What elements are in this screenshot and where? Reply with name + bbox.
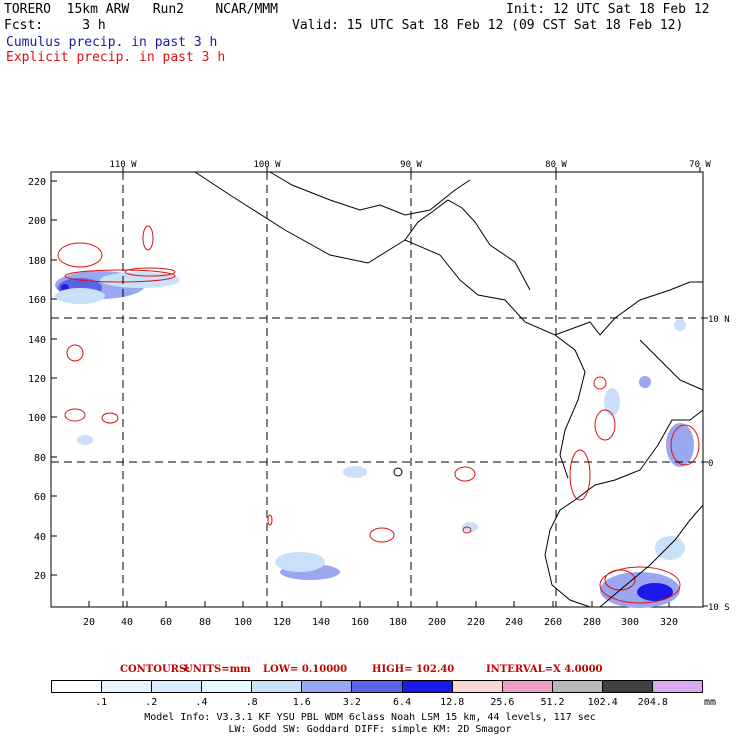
colorbar-swatch: [602, 681, 653, 692]
colorbar-label: 12.8: [440, 697, 465, 708]
x-axis-labels: 20 40 60 80 100 120 140 160 180 200 220 …: [83, 617, 678, 628]
lon-label-100w: 100 W: [253, 160, 281, 170]
legend-cumulus: Cumulus precip. in past 3 h: [6, 35, 218, 50]
colorbar-swatch: [52, 681, 103, 692]
lon-label-110w: 110 W: [109, 160, 137, 170]
y-tick: 160: [28, 295, 46, 306]
colorbar-label: .1: [95, 697, 108, 708]
colorbar-label: 3.2: [342, 697, 361, 708]
explicit-precip-contours: [57, 225, 700, 604]
contour-label: CONTOURS:: [120, 664, 190, 675]
y-tick: 200: [28, 216, 46, 227]
colorbar-swatch: [502, 681, 553, 692]
legend-explicit: Explicit precip. in past 3 h: [6, 50, 226, 65]
physics-info: LW: Godd SW: Goddard DIFF: simple KM: 2D…: [228, 724, 512, 735]
colorbar-label: 6.4: [393, 697, 412, 708]
lon-label-70w: 70 W: [689, 160, 711, 170]
colorbar-swatch: [202, 681, 253, 692]
x-tick: 40: [121, 617, 133, 628]
precip-colorbar: [51, 680, 703, 693]
valid-time: Valid: 15 UTC Sat 18 Feb 12 (09 CST Sat …: [292, 18, 684, 33]
x-tick: 300: [621, 617, 639, 628]
colorbar-label: 25.6: [490, 697, 515, 708]
y-tick: 220: [28, 177, 46, 188]
lat-label-10n: 10 N: [708, 315, 730, 325]
y-tick: 60: [34, 492, 46, 503]
contour-units: UNITS=mm: [184, 664, 251, 675]
colorbar-label: 204.8: [637, 697, 668, 708]
colorbar-swatch: [402, 681, 453, 692]
lon-label-90w: 90 W: [400, 160, 422, 170]
x-tick: 140: [312, 617, 330, 628]
colorbar-label: 51.2: [540, 697, 565, 708]
run-title: TORERO 15km ARW Run2 NCAR/MMM: [4, 2, 278, 17]
x-tick: 80: [199, 617, 211, 628]
colorbar-label: .8: [245, 697, 258, 708]
colorbar-label: 102.4: [587, 697, 618, 708]
x-tick: 280: [583, 617, 601, 628]
colorbar-swatch: [552, 681, 603, 692]
y-tick: 120: [28, 374, 46, 385]
forecast-hour: Fcst: 3 h: [4, 18, 106, 33]
x-tick: 160: [351, 617, 369, 628]
y-tick: 180: [28, 256, 46, 267]
colorbar-swatch: [352, 681, 403, 692]
y-tick: 100: [28, 413, 46, 424]
model-info: Model Info: V3.3.1 KF YSU PBL WDM 6class…: [144, 712, 596, 723]
x-tick: 240: [505, 617, 523, 628]
colorbar-swatch: [102, 681, 153, 692]
colorbar-swatch: [252, 681, 303, 692]
init-time: Init: 12 UTC Sat 18 Feb 12: [506, 2, 710, 17]
colorbar-label: .4: [195, 697, 208, 708]
precip-map: 110 W 100 W 90 W 80 W 70 W 10 N 0 10 S 2…: [28, 160, 730, 628]
colorbar-swatch: [652, 681, 703, 692]
x-tick: 120: [273, 617, 291, 628]
y-tick: 20: [34, 571, 46, 582]
colorbar-swatch: [302, 681, 353, 692]
y-tick: 140: [28, 335, 46, 346]
x-tick: 60: [160, 617, 172, 628]
colorbar-swatch: [452, 681, 503, 692]
contour-low: LOW= 0.10000: [263, 664, 348, 675]
coastlines: [194, 171, 704, 608]
y-tick: 80: [34, 453, 46, 464]
colorbar-label: 1.6: [292, 697, 311, 708]
latlon-grid: [51, 172, 703, 607]
frame-ticks: [51, 167, 708, 607]
x-tick: 320: [660, 617, 678, 628]
x-tick: 200: [428, 617, 446, 628]
cumulus-precip: [55, 271, 694, 608]
lat-label-10s: 10 S: [708, 603, 730, 613]
lon-label-80w: 80 W: [545, 160, 567, 170]
colorbar-unit: mm: [703, 697, 717, 708]
x-tick: 20: [83, 617, 95, 628]
lat-label-0: 0: [708, 459, 713, 469]
x-tick: 180: [389, 617, 407, 628]
x-tick: 260: [544, 617, 562, 628]
x-tick: 100: [234, 617, 252, 628]
y-axis-labels: 220 200 180 160 140 120 100 80 60 40 20: [28, 177, 46, 582]
colorbar-swatch: [152, 681, 203, 692]
colorbar-label: .2: [145, 697, 158, 708]
y-tick: 40: [34, 532, 46, 543]
x-tick: 220: [467, 617, 485, 628]
contour-interval: INTERVAL=X 4.0000: [486, 664, 603, 675]
contour-high: HIGH= 102.40: [372, 664, 455, 675]
